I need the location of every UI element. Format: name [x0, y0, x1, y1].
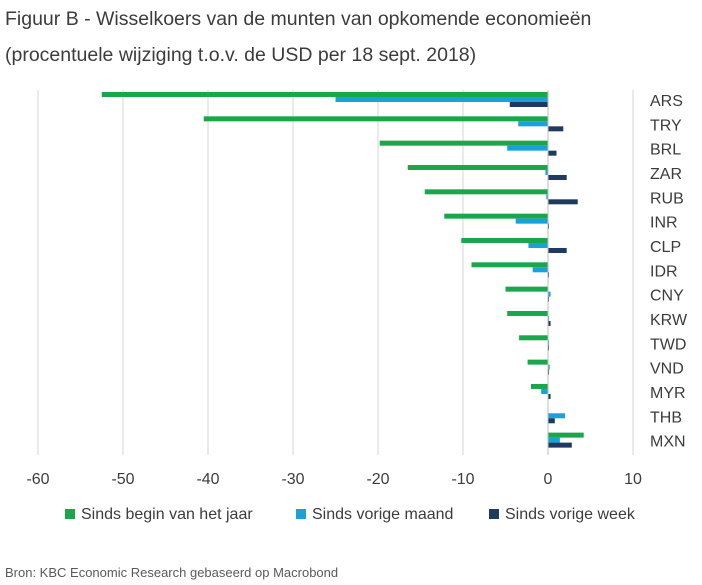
chart-title: Figuur B - Wisselkoers van de munten van… [5, 8, 591, 30]
bar-cny-series-2 [548, 291, 551, 297]
category-label-vnd: VND [650, 361, 684, 378]
bar-rub-series-3 [548, 199, 578, 205]
bar-try-series-1 [203, 116, 548, 122]
bar-ars-series-1 [101, 92, 548, 97]
category-labels: ARS TRY BRL ZAR RUB INR CLP IDR CNY KRW TWD VND MYR T… [650, 93, 688, 451]
category-label-mxn: MXN [650, 434, 686, 451]
bar-idr-series-1 [471, 262, 548, 268]
bar-clp-series-2 [528, 242, 548, 248]
bar-brl-series-1 [379, 140, 548, 146]
bar-idr-series-2 [532, 267, 548, 273]
category-label-rub: RUB [650, 190, 684, 207]
bar-ars-series-2 [335, 97, 548, 102]
x-tick-label: -20 [366, 471, 389, 488]
bar-krw-series-3 [548, 320, 551, 326]
category-label-krw: KRW [650, 312, 688, 329]
x-tick-label: -50 [111, 471, 134, 488]
bar-myr-series-2 [541, 388, 548, 394]
bar-vnd-series-1 [527, 359, 548, 365]
bar-krw-series-1 [507, 310, 548, 316]
x-tick-label: -60 [26, 471, 49, 488]
x-tick-label: -40 [196, 471, 219, 488]
category-label-clp: CLP [650, 239, 681, 256]
bar-clp-series-1 [461, 237, 548, 243]
category-label-thb: THB [650, 409, 682, 426]
category-label-twd: TWD [650, 336, 686, 353]
legend-label-series-1: Sinds begin van het jaar [81, 506, 253, 523]
bar-thb-series-3 [548, 418, 555, 424]
bar-inr-series-2 [515, 218, 548, 224]
category-label-zar: ZAR [650, 166, 682, 183]
bar-rub-series-2 [546, 194, 548, 200]
bar-zar-series-3 [548, 174, 567, 180]
bar-thb-series-2 [548, 413, 565, 419]
category-label-brl: BRL [650, 142, 681, 159]
x-tick-label: -10 [451, 471, 474, 488]
bar-clp-series-3 [548, 247, 567, 253]
category-label-cny: CNY [650, 288, 684, 305]
category-label-inr: INR [650, 215, 678, 232]
legend-swatch-series-1 [65, 509, 75, 519]
legend-label-series-2: Sinds vorige maand [312, 506, 453, 523]
bar-ars-series-3 [509, 102, 548, 107]
bar-mxn-series-3 [548, 442, 572, 448]
bar-inr-series-1 [444, 213, 548, 219]
source-note: Bron: KBC Economic Research gebaseerd op… [5, 565, 338, 580]
bar-twd-series-1 [519, 335, 548, 341]
legend-swatch-series-2 [296, 509, 306, 519]
category-label-try: TRY [650, 117, 682, 134]
legend-label-series-3: Sinds vorige week [505, 506, 636, 523]
bar-zar-series-1 [407, 164, 548, 170]
bar-zar-series-2 [545, 169, 548, 175]
bar-mxn-series-2 [548, 437, 560, 443]
category-label-ars: ARS [650, 93, 683, 110]
category-label-idr: IDR [650, 263, 678, 280]
x-tick-label: 0 [544, 471, 553, 488]
bar-mxn-series-1 [548, 432, 584, 438]
chart-subtitle: (procentuele wijziging t.o.v. de USD per… [5, 44, 476, 66]
bar-myr-series-1 [531, 383, 548, 389]
bars-group [101, 92, 584, 448]
bar-rub-series-1 [424, 189, 548, 195]
bar-brl-series-3 [548, 150, 557, 156]
x-tick-labels: -60 -50 -40 -30 -20 -10 0 10 [26, 471, 642, 488]
bar-try-series-3 [548, 126, 564, 132]
bar-myr-series-3 [548, 393, 551, 399]
category-label-myr: MYR [650, 385, 686, 402]
x-tick-label: 10 [624, 471, 642, 488]
x-tick-label: -30 [281, 471, 304, 488]
bar-cny-series-1 [505, 286, 548, 292]
bar-vnd-series-2 [548, 364, 550, 370]
legend-swatch-series-3 [489, 509, 499, 519]
legend: Sinds begin van het jaar Sinds vorige maa… [65, 506, 636, 523]
bar-try-series-2 [518, 121, 548, 127]
bar-brl-series-2 [507, 145, 548, 151]
gridlines [37, 90, 634, 455]
